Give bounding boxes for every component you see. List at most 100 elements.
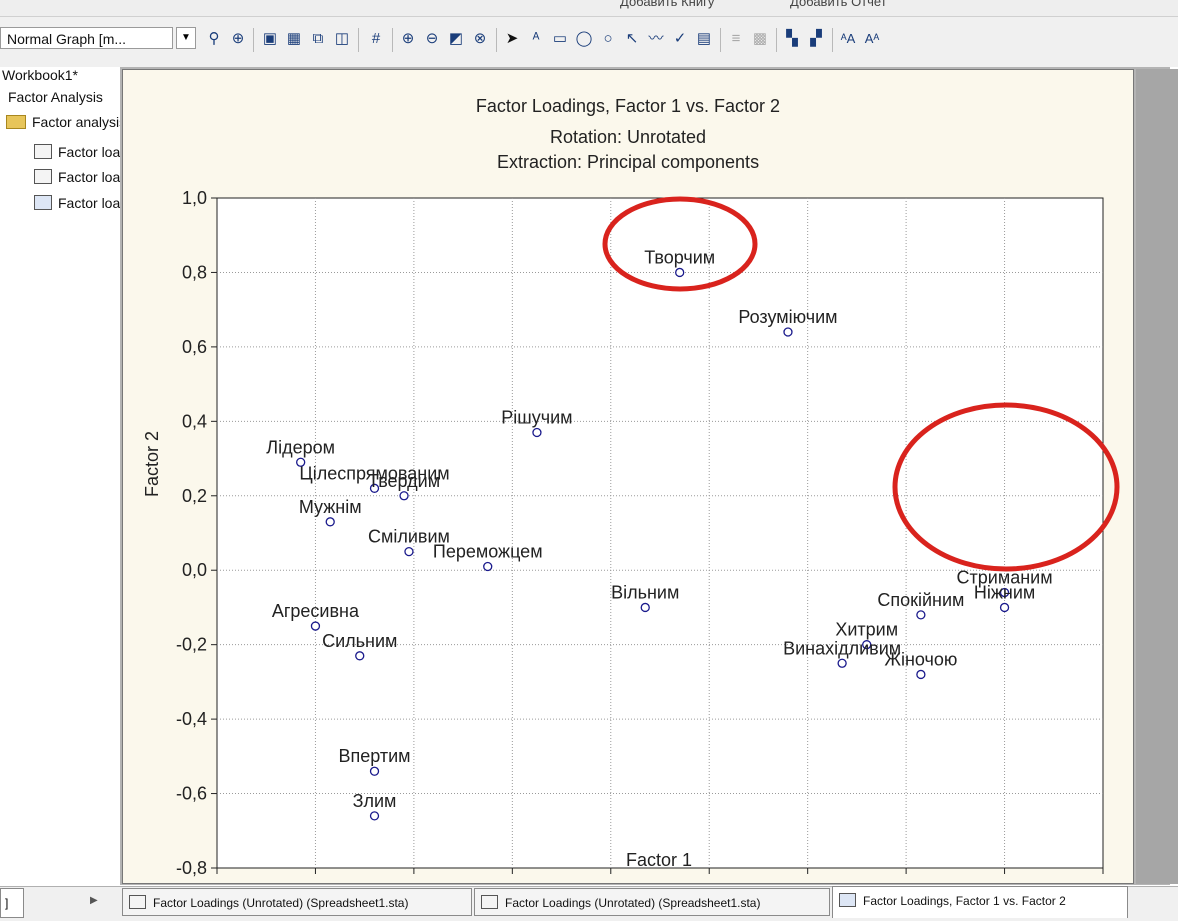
graph-type-select[interactable]: Normal Graph [m...: [0, 27, 173, 49]
spreadsheet-icon: [34, 169, 52, 184]
data-point-label: Вільним: [611, 582, 679, 602]
send-back-icon[interactable]: ▞: [810, 30, 822, 47]
data-point: [399, 491, 409, 501]
tab-label: Factor Loadings, Factor 1 vs. Factor 2: [863, 894, 1066, 908]
x-axis-label: Factor 1: [626, 850, 692, 870]
y-tick-label: 1,0: [182, 188, 207, 208]
data-point-label: Розуміючим: [738, 307, 837, 327]
align-icon[interactable]: ≡: [731, 30, 741, 47]
chevron-down-icon[interactable]: ▼: [176, 27, 196, 49]
plot-layout-icon[interactable]: ▦: [286, 30, 302, 47]
x-tick-label: -0,2: [497, 880, 528, 883]
data-point: [862, 640, 872, 650]
tab-label: Factor Loadings (Unrotated) (Spreadsheet…: [153, 896, 409, 910]
graph-window-margin: [1136, 69, 1178, 884]
tab-factor-loadings-2[interactable]: Factor Loadings (Unrotated) (Spreadsheet…: [474, 888, 830, 916]
y-tick-label: 0,4: [182, 411, 207, 431]
y-tick-label: 0,6: [182, 337, 207, 357]
data-points: Творчим Розуміючим Рішучим Лідером Цілеспрям…: [266, 247, 1053, 821]
chart-title: Factor Loadings, Factor 1 vs. Factor 2: [476, 96, 780, 116]
graph-window-icon[interactable]: ◫: [334, 30, 350, 47]
toolbar-separator: [358, 28, 359, 52]
x-tick-label: 0,6: [894, 880, 919, 883]
tab-factor-graph[interactable]: Factor Loadings, Factor 1 vs. Factor 2: [832, 886, 1128, 918]
zoom-area-icon[interactable]: ◩: [448, 30, 464, 47]
data-point: [369, 766, 380, 776]
data-point: [532, 427, 542, 438]
tab-factor-loadings-1[interactable]: Factor Loadings (Unrotated) (Spreadsheet…: [122, 888, 472, 916]
toolbar-separator: [253, 28, 254, 52]
y-tick-label: -0,4: [176, 709, 207, 729]
data-point: [837, 658, 847, 668]
freehand-tool-icon[interactable]: 〰: [648, 30, 664, 47]
tab-label: Factor Loadings (Unrotated) (Spreadsheet…: [505, 896, 761, 910]
zoom-out-icon[interactable]: ⊖: [425, 30, 439, 47]
zoom-icon[interactable]: ⊕: [231, 30, 245, 47]
tree-item-factor-analysis[interactable]: Factor Analysis: [8, 89, 103, 105]
x-tick-label: -0,8: [201, 880, 232, 883]
chart-subtitle-rotation: Rotation: Unrotated: [550, 127, 706, 147]
graph-options-icon[interactable]: ▣: [262, 30, 278, 47]
data-point: [325, 517, 335, 527]
brush-icon[interactable]: ⚲: [208, 30, 220, 47]
graph-toolbar: [0, 17, 1178, 67]
image-tool-icon[interactable]: ▤: [696, 30, 712, 47]
add-report-button[interactable]: Добавить Отчет: [790, 0, 887, 9]
graph-icon: [839, 893, 856, 907]
toolbar-separator: [832, 28, 833, 52]
font-larger-icon[interactable]: ᴬA: [840, 31, 856, 46]
arrow-tool-icon[interactable]: ↖: [625, 30, 639, 47]
check-tool-icon[interactable]: ✓: [673, 30, 687, 47]
gridlines: [217, 198, 1103, 868]
data-point: [999, 602, 1010, 613]
data-point-label: Лідером: [266, 437, 335, 457]
toolbar-separator: [496, 28, 497, 52]
text-tool-icon[interactable]: ᴬ: [532, 30, 540, 47]
data-point-label: Творчим: [644, 247, 715, 267]
data-point: [640, 602, 650, 613]
data-point-label: Хитрим: [835, 620, 898, 640]
data-point-label: Винахідливим: [783, 638, 901, 658]
tree-item-workbook[interactable]: Workbook1*: [2, 67, 79, 83]
tree-scroll-box[interactable]: ]: [0, 888, 24, 918]
bring-front-icon[interactable]: ▚: [786, 30, 798, 47]
data-point: [483, 561, 493, 572]
x-tick-label: -0,4: [398, 880, 429, 883]
data-point: [355, 651, 365, 661]
data-point: [296, 457, 306, 467]
data-point-label: Спокійним: [877, 590, 964, 610]
annotations: [602, 196, 1120, 572]
font-smaller-icon[interactable]: Aᴬ: [864, 31, 880, 46]
data-point-label: Цілеспрямованим: [299, 463, 449, 483]
graph-area[interactable]: -0,8 -0,6 -0,4 -0,2 0,0 0,2 0,4 0,6 0,8 1,0 1,0 0,8…: [122, 69, 1134, 900]
data-point: [404, 546, 414, 557]
data-point: [999, 587, 1010, 598]
x-tick-label: 0,4: [795, 880, 820, 883]
circle-tool-icon[interactable]: ○: [603, 30, 613, 47]
x-tick-label: -0,6: [300, 880, 331, 883]
data-point-label: Мужнім: [299, 497, 362, 517]
gridlines-icon[interactable]: #: [371, 30, 381, 47]
data-point-label: Впертим: [338, 746, 410, 766]
copy-graph-icon[interactable]: ⧉: [312, 30, 324, 47]
add-workbook-button[interactable]: Добавить Книгу: [620, 0, 715, 9]
zoom-in-icon[interactable]: ⊕: [401, 30, 415, 47]
highlight-circle-creative: [602, 196, 758, 292]
data-point: [783, 327, 793, 337]
data-point-label: Сильним: [322, 631, 397, 651]
scatter-chart[interactable]: -0,8 -0,6 -0,4 -0,2 0,0 0,2 0,4 0,6 0,8 1,0 1,0 0,8…: [123, 70, 1133, 900]
tree-item-factor-analysis-folder[interactable]: Factor analysis: [6, 114, 126, 130]
rectangle-tool-icon[interactable]: ▭: [552, 30, 568, 47]
chart-subtitle-extraction: Extraction: Principal components: [497, 152, 759, 172]
plot-area: [216, 197, 1104, 869]
data-point-label: Злим: [353, 791, 397, 811]
pattern-icon[interactable]: ▩: [752, 30, 768, 47]
zoom-reset-icon[interactable]: ⊗: [473, 30, 487, 47]
spreadsheet-icon: [481, 895, 498, 909]
y-tick-label: 0,0: [182, 560, 207, 580]
ellipse-tool-icon[interactable]: ◯: [575, 30, 593, 47]
pointer-icon[interactable]: ➤: [505, 30, 519, 47]
y-tick-label: -0,6: [176, 784, 207, 804]
top-toolbar-cropped: Добавить Книгу Добавить Отчет: [0, 0, 1178, 17]
tab-scroll-right-icon[interactable]: ▶: [90, 895, 98, 906]
